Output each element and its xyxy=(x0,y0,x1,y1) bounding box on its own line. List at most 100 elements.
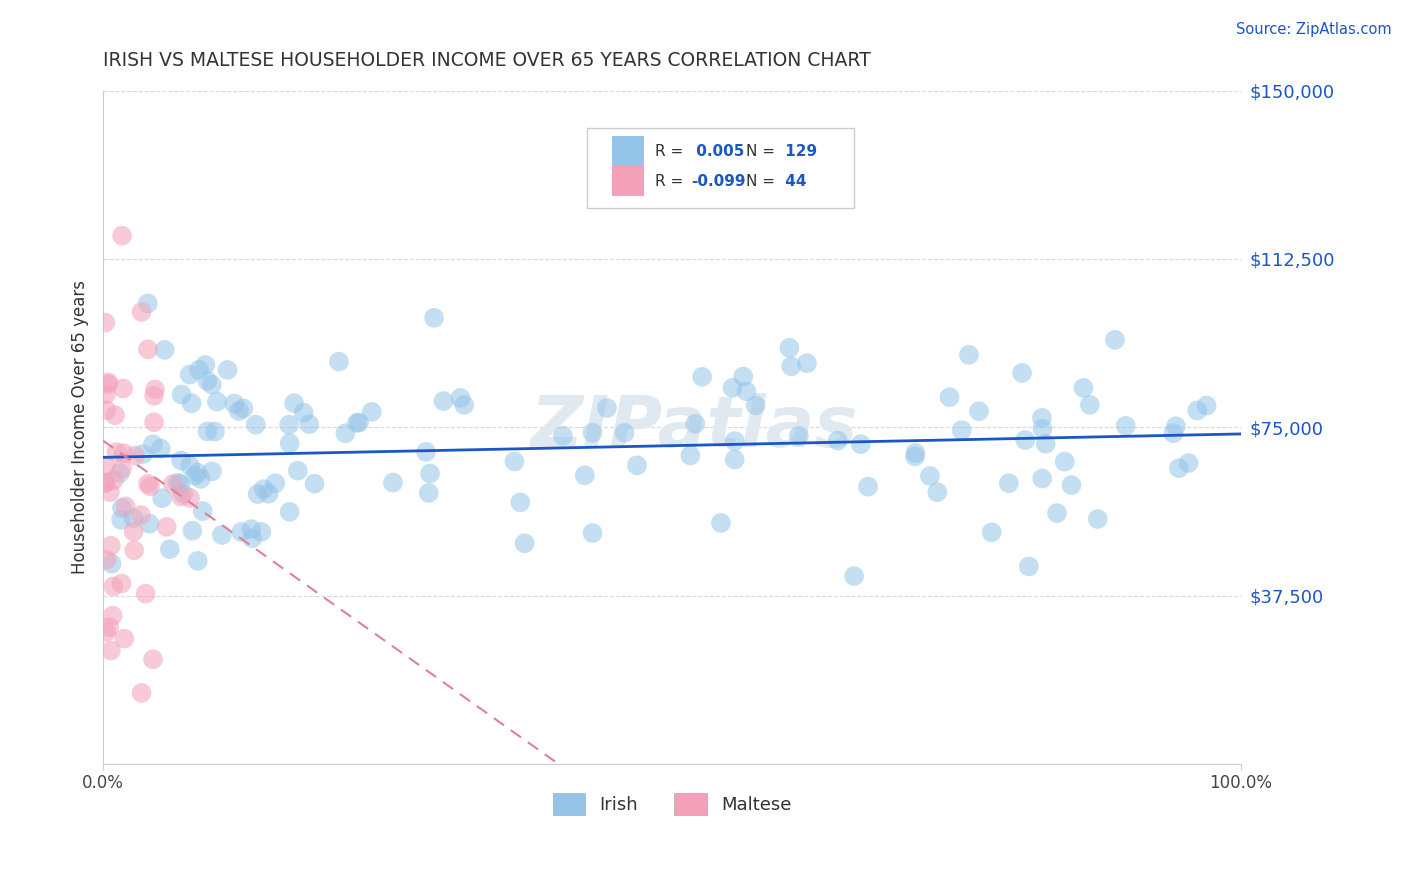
Text: 44: 44 xyxy=(780,174,807,189)
Point xyxy=(724,434,747,448)
Point xyxy=(938,390,960,404)
Point xyxy=(136,343,159,357)
Point xyxy=(918,469,941,483)
Point xyxy=(131,686,153,700)
Point xyxy=(190,472,212,486)
Point xyxy=(980,525,1002,540)
Point xyxy=(1014,433,1036,447)
Point xyxy=(98,620,121,634)
Point xyxy=(1031,422,1053,436)
Text: IRISH VS MALTESE HOUSEHOLDER INCOME OVER 65 YEARS CORRELATION CHART: IRISH VS MALTESE HOUSEHOLDER INCOME OVER… xyxy=(103,51,870,70)
Point xyxy=(778,341,800,355)
Point xyxy=(346,416,368,430)
FancyBboxPatch shape xyxy=(612,166,644,196)
Point xyxy=(110,576,132,591)
Point xyxy=(240,531,263,545)
Point xyxy=(292,406,315,420)
Point xyxy=(246,487,269,501)
Point xyxy=(1163,426,1185,441)
Text: 0.005: 0.005 xyxy=(692,144,745,159)
Point xyxy=(122,543,145,558)
Point xyxy=(1073,381,1095,395)
Point xyxy=(1078,398,1101,412)
Point xyxy=(156,520,179,534)
Point xyxy=(124,449,146,463)
Point xyxy=(1167,461,1189,475)
Point xyxy=(744,398,766,412)
Point xyxy=(596,401,619,415)
Text: R =: R = xyxy=(655,174,683,189)
Point xyxy=(188,363,211,377)
Point xyxy=(159,542,181,557)
Point xyxy=(110,513,132,527)
Point xyxy=(927,485,949,500)
Point xyxy=(153,343,176,357)
Point xyxy=(856,480,879,494)
Point xyxy=(503,454,526,468)
Point xyxy=(195,374,218,388)
Text: ZIPatlas: ZIPatlas xyxy=(531,392,859,462)
FancyBboxPatch shape xyxy=(586,128,853,209)
Point xyxy=(509,495,531,509)
Point xyxy=(724,452,747,467)
Point xyxy=(287,464,309,478)
Point xyxy=(129,508,152,522)
Point xyxy=(172,486,194,500)
Point xyxy=(257,487,280,501)
Point xyxy=(103,473,125,487)
Point xyxy=(103,579,125,593)
Text: N =: N = xyxy=(747,174,775,189)
Point xyxy=(136,476,159,491)
Point xyxy=(108,466,131,480)
Point xyxy=(187,554,209,568)
Point xyxy=(1046,506,1069,520)
Point xyxy=(264,476,287,491)
Point xyxy=(721,381,744,395)
Point xyxy=(181,524,204,538)
Point xyxy=(143,389,166,403)
Point xyxy=(139,479,162,493)
Point xyxy=(138,516,160,531)
Point xyxy=(94,476,117,491)
Point xyxy=(179,368,201,382)
Point xyxy=(904,450,927,464)
Point xyxy=(184,468,207,483)
Point xyxy=(217,363,239,377)
Point xyxy=(1011,366,1033,380)
Point xyxy=(94,387,117,401)
Point xyxy=(94,458,117,473)
Point xyxy=(432,394,454,409)
Point xyxy=(1104,333,1126,347)
Point xyxy=(150,491,173,505)
Point xyxy=(105,445,128,459)
Point xyxy=(211,528,233,542)
Legend: Irish, Maltese: Irish, Maltese xyxy=(546,786,799,822)
Point xyxy=(690,369,713,384)
Point xyxy=(381,475,404,490)
Point xyxy=(98,485,121,500)
Point xyxy=(96,403,118,417)
Point xyxy=(197,425,219,439)
Point xyxy=(112,632,135,646)
Point xyxy=(170,387,193,401)
Point xyxy=(453,398,475,412)
Point xyxy=(224,396,246,410)
Point xyxy=(1164,419,1187,434)
Point xyxy=(360,405,382,419)
Point xyxy=(278,436,301,450)
Point xyxy=(283,396,305,410)
Point xyxy=(335,426,357,441)
Point xyxy=(96,552,118,566)
Point xyxy=(418,486,440,500)
Point xyxy=(1087,512,1109,526)
Point xyxy=(710,516,733,530)
Point xyxy=(132,447,155,461)
Point xyxy=(100,643,122,657)
Point xyxy=(97,376,120,390)
Point xyxy=(1035,436,1057,450)
Point xyxy=(347,416,370,430)
Point xyxy=(551,429,574,443)
Point xyxy=(232,401,254,416)
Text: 129: 129 xyxy=(780,144,817,159)
Point xyxy=(849,437,872,451)
